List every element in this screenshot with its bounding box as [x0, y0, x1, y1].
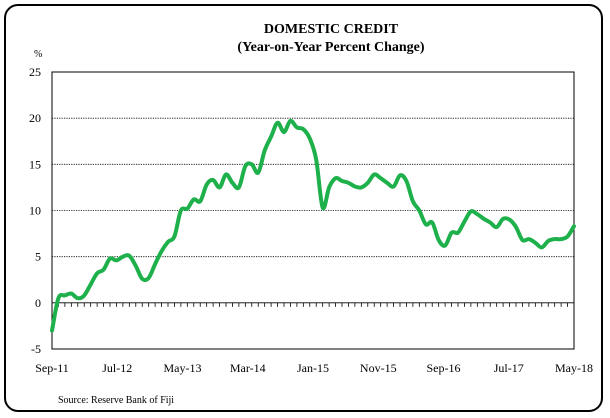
- y-tick-label: -5: [31, 342, 41, 356]
- x-tick-label: May-18: [555, 361, 593, 375]
- y-tick-labels: -5 0 5 10 15 20 25: [29, 65, 41, 356]
- gridlines: [52, 117, 574, 304]
- x-tick-label: Sep-11: [35, 361, 69, 375]
- x-tick-labels: Sep-11 Jul-12 May-13 Mar-14 Jan-15 Nov-15 Sep-…: [35, 361, 593, 375]
- series-line: [50, 118, 576, 333]
- y-tick-label: 25: [29, 65, 41, 79]
- axes: [51, 71, 575, 350]
- x-tick-label: May-13: [164, 361, 202, 375]
- x-tick-label: Jul-12: [102, 361, 132, 375]
- x-tick-label: Jul-17: [494, 361, 524, 375]
- y-tick-label: 0: [35, 296, 41, 310]
- chart-subtitle: (Year-on-Year Percent Change): [237, 40, 424, 55]
- x-tick-label: Nov-15: [360, 361, 397, 375]
- source-note: Source: Reserve Bank of Fiji: [58, 395, 174, 406]
- y-axis-unit-label: %: [34, 49, 42, 60]
- y-tick-label: 10: [29, 204, 41, 218]
- chart-title: DOMESTIC CREDIT: [264, 22, 399, 37]
- plot-border: [51, 71, 575, 350]
- y-tick-label: 15: [29, 157, 41, 171]
- x-tick-label: Sep-16: [427, 361, 461, 375]
- y-tick-label: 5: [35, 250, 41, 264]
- x-tick-label: Mar-14: [230, 361, 266, 375]
- x-tick-label: Jan-15: [297, 361, 329, 375]
- y-tick-label: 20: [29, 111, 41, 125]
